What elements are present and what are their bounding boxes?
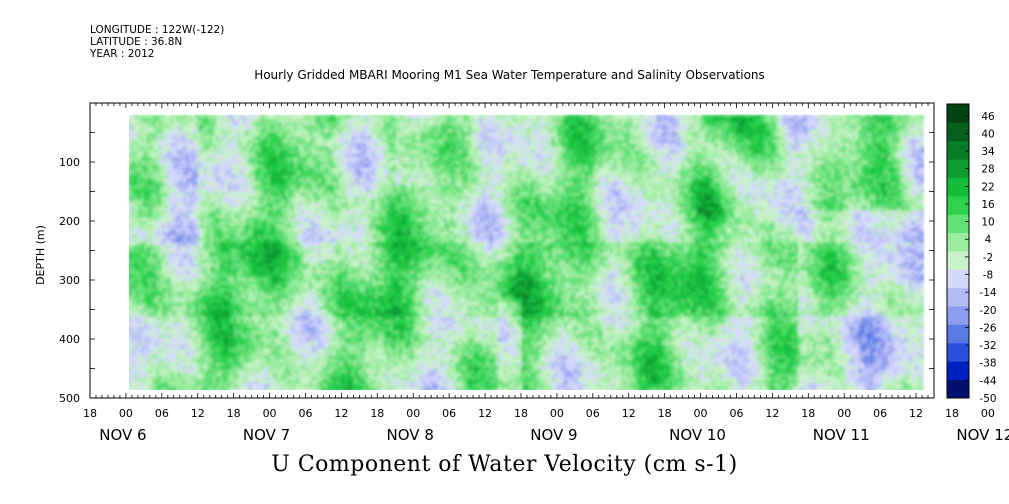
heatmap-cell (126, 182, 130, 186)
heatmap-cell (126, 348, 130, 352)
heatmap-cell (126, 302, 130, 306)
heatmap-cell (126, 161, 130, 165)
heatmap-cell (126, 320, 130, 324)
heatmap-cell (126, 338, 130, 342)
heatmap-cell (126, 239, 130, 243)
heatmap-cell (126, 359, 130, 363)
heatmap-cell (126, 133, 130, 137)
heatmap-cell (126, 285, 130, 289)
heatmap-cell (126, 115, 130, 119)
heatmap-cell (126, 292, 130, 296)
heatmap-cell (126, 313, 130, 317)
heatmap-cell (126, 288, 130, 292)
heatmap-cell (126, 299, 130, 303)
heatmap-cell (126, 295, 130, 299)
heatmap-cell (126, 125, 130, 129)
heatmap-cell (126, 136, 130, 140)
heatmap-cell (126, 189, 130, 193)
heatmap-cell (126, 214, 130, 218)
heatmap-cell (126, 334, 130, 338)
heatmap-cell (126, 331, 130, 335)
heatmap-cells (126, 115, 925, 392)
heatmap-cell (126, 147, 130, 151)
heatmap-cell (126, 200, 130, 204)
heatmap-cell (126, 306, 130, 310)
heatmap-cell (126, 363, 130, 367)
heatmap-cell (126, 253, 130, 257)
heatmap-cell (126, 327, 130, 331)
heatmap-cell (126, 168, 130, 172)
heatmap-cell (126, 129, 130, 133)
heatmap-cell (126, 175, 130, 179)
heatmap-cell (126, 256, 130, 260)
heatmap-cell (126, 373, 130, 377)
heatmap-cell (126, 196, 130, 200)
heatmap-cell (126, 164, 130, 168)
heatmap-cell (126, 249, 130, 253)
heatmap-cell (126, 203, 130, 207)
heatmap-cell (126, 225, 130, 229)
heatmap-cell (126, 171, 130, 175)
heatmap-cell (126, 210, 130, 214)
heatmap-cell (126, 380, 130, 384)
heatmap-cell (126, 232, 130, 236)
heatmap-cell (126, 154, 130, 158)
heatmap-cell (126, 235, 130, 239)
heatmap-cell (126, 221, 130, 225)
heatmap-cell (126, 150, 130, 154)
heatmap-cell (126, 122, 130, 126)
heatmap-cell (126, 370, 130, 374)
heatmap-cell (126, 281, 130, 285)
heatmap-cell (126, 271, 130, 275)
heatmap-cell (126, 310, 130, 314)
heatmap-cell (126, 278, 130, 282)
heatmap-cell (126, 264, 130, 268)
heatmap-cell (126, 384, 130, 388)
heatmap-cell (126, 179, 130, 183)
heatmap-cell (126, 207, 130, 211)
heatmap-cell (126, 352, 130, 356)
heatmap-cell (126, 186, 130, 190)
heatmap-cell (126, 118, 130, 122)
heatmap-cell (126, 246, 130, 250)
heatmap-cell (126, 193, 130, 197)
heatmap-cell (126, 317, 130, 321)
heatmap-cell (126, 274, 130, 278)
velocity-heatmap-chart: 18 00 06 12 18 00 06 12 18 00 06 12 18 00 06 12 18 00 06 12… (0, 0, 1009, 504)
heatmap-cell (126, 140, 130, 144)
heatmap-cell (126, 228, 130, 232)
heatmap-cell (126, 356, 130, 360)
heatmap-cell (126, 157, 130, 161)
heatmap-cell (126, 387, 130, 391)
heatmap-cell (126, 341, 130, 345)
heatmap-cell (126, 345, 130, 349)
heatmap-cell (126, 143, 130, 147)
heatmap-cell (126, 377, 130, 381)
heatmap-cell (126, 218, 130, 222)
heatmap-cell (126, 242, 130, 246)
heatmap-cell (126, 324, 130, 328)
heatmap-cell (126, 260, 130, 264)
heatmap-cell (126, 267, 130, 271)
heatmap-cell (126, 366, 130, 370)
